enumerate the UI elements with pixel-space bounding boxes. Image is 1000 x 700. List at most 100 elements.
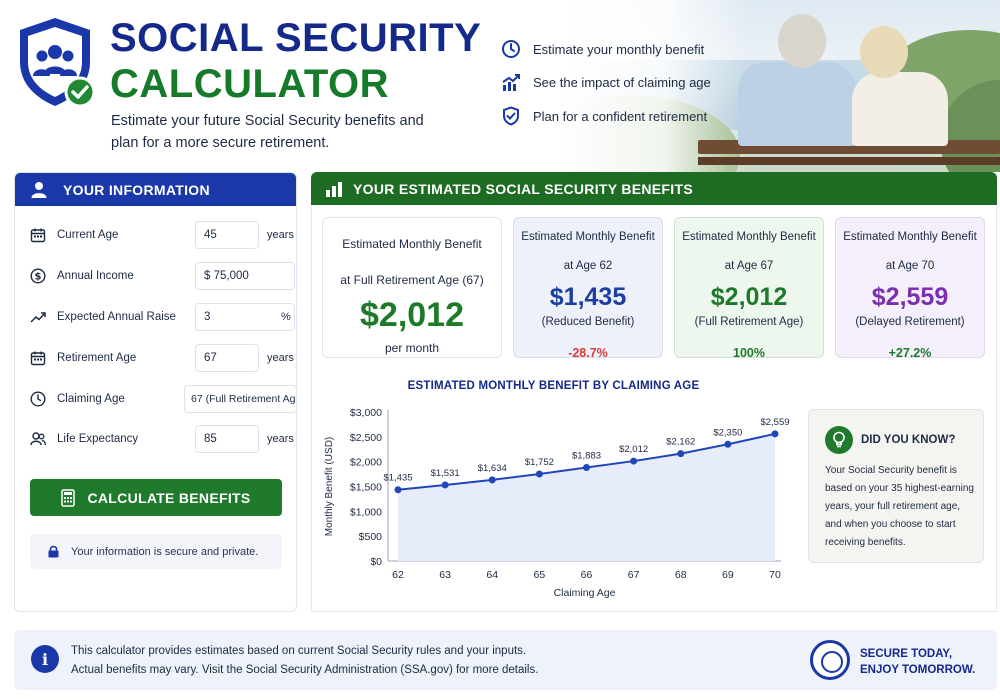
retirement-age-input[interactable]: 67 [195,344,259,372]
field-label: Life Expectancy [57,433,139,445]
y-axis-title: Monthly Benefit (USD) [324,437,335,536]
field-label: Retirement Age [57,352,137,364]
current-age-input[interactable]: 45 [195,221,259,249]
did-you-know-title: DID YOU KNOW? [861,434,956,446]
card-title-line2: at Age 67 [724,260,774,272]
unit-label: years [267,352,294,364]
x-tick-label: 69 [722,569,734,581]
life-expectancy-input[interactable]: 85 [195,425,259,453]
feature-label: Estimate your monthly benefit [533,41,705,57]
benefit-percent: +27.2% [888,346,932,360]
dollar-icon: $ [29,267,47,285]
benefit-card-age-70: Estimated Monthly Benefit at Age 70 $2,5… [835,217,985,360]
data-point [535,470,543,478]
y-tick-label: $1,500 [350,482,382,494]
x-tick-label: 67 [628,569,640,581]
benefit-by-age-chart: ESTIMATED MONTHLY BENEFIT BY CLAIMING AG… [311,368,796,612]
panel-header: YOUR INFORMATION [15,173,296,206]
annual-income-field: $ Annual Income $ 75,000 [29,261,295,291]
did-you-know-card: DID YOU KNOW? Your Social Security benef… [808,409,984,563]
y-tick-label: $1,000 [350,506,382,518]
disclaimer-text: This calculator provides estimates based… [71,642,538,680]
data-label: $2,350 [713,427,742,438]
annual-income-input[interactable]: $ 75,000 [195,262,295,290]
feature-item: Estimate your monthly benefit [500,38,711,60]
card-title-line1: Estimated Monthly Benefit [521,231,655,243]
current-age-field: Current Age 45 years [29,220,295,250]
retirement-age-field: Retirement Age 67 years [29,343,295,373]
calculate-benefits-button[interactable]: CALCULATE BENEFITS [30,479,282,516]
chart-title: ESTIMATED MONTHLY BENEFIT BY CLAIMING AG… [407,380,700,392]
unit-label: years [267,433,294,445]
claiming-age-select[interactable]: 67 (Full Retirement Age) [184,385,296,413]
hero-photo [560,0,1000,172]
trend-chart-icon [500,72,522,94]
series-area [398,433,775,561]
card-title-line2: at Full Retirement Age (67) [340,273,484,287]
x-tick-label: 68 [675,569,687,581]
benefits-panel-title: YOUR ESTIMATED SOCIAL SECURITY BENEFITS [353,180,693,197]
field-label: Expected Annual Raise [57,311,176,323]
card-title-line1: Estimated Monthly Benefit [843,231,977,243]
disclaimer-line2: Actual benefits may vary. Visit the Soci… [71,664,539,676]
life-expectancy-field: Life Expectancy 85 years [29,424,295,454]
field-label: Annual Income [57,270,134,282]
x-tick-label: 62 [392,569,404,581]
unit-label: years [267,229,294,241]
data-point [583,463,590,471]
x-tick-label: 70 [769,569,781,581]
x-tick-label: 64 [486,569,498,581]
calendar-icon [29,349,47,367]
page-title-line1: SOCIAL SECURITY [110,16,482,60]
feature-list: Estimate your monthly benefit See the im… [500,38,711,139]
data-point [677,450,685,458]
security-notice: Your information is secure and private. [30,534,282,569]
feature-label: Plan for a confident retirement [533,108,708,124]
data-point [630,457,638,465]
expected-raise-field: Expected Annual Raise 3 % [29,302,295,332]
benefit-percent: -28.7% [568,346,608,360]
data-label: $1,435 [383,473,412,484]
field-label: Current Age [57,229,119,241]
data-point [724,440,732,448]
data-label: $2,162 [666,437,695,448]
tagline: SECURE TODAY, ENJOY TOMORROW. [860,646,975,678]
data-point [488,476,496,484]
benefit-card-age-67: Estimated Monthly Benefit at Age 67 $2,0… [674,217,824,360]
clock-icon [29,390,47,408]
page-title-line2: CALCULATOR [110,62,390,106]
data-label: $1,883 [572,450,601,461]
tagline-line1: SECURE TODAY, [860,648,953,660]
calculate-label: CALCULATE BENEFITS [87,489,251,506]
bar-chart-icon [325,181,343,197]
tagline-line2: ENJOY TOMORROW. [860,664,976,676]
y-tick-label: $3,000 [350,407,382,419]
data-label: $1,752 [525,457,554,468]
benefit-type: (Full Retirement Age) [694,316,804,328]
calendar-icon [29,226,47,244]
x-axis-title: Claiming Age [554,587,616,599]
info-icon: i [31,645,59,673]
data-point [394,486,402,494]
svg-text:$: $ [35,272,42,283]
y-tick-label: $500 [359,531,383,543]
panel-title: YOUR INFORMATION [63,181,210,198]
people-icon [29,430,47,448]
page-subtitle: Estimate your future Social Security ben… [111,113,424,151]
lock-icon [48,545,59,558]
calculator-icon [61,488,76,507]
benefit-percent: 100% [733,346,765,360]
expected-raise-input[interactable]: 3 [195,303,295,331]
benefit-amount: $1,435 [549,283,627,311]
shield-people-logo-icon [14,14,96,110]
card-title-line2: at Age 70 [885,260,935,272]
shield-check-icon [500,105,522,127]
your-information-panel: YOUR INFORMATION Current Age 45 years $ … [14,172,297,612]
x-tick-label: 63 [439,569,451,581]
benefit-type: (Reduced Benefit) [541,316,635,328]
lightbulb-icon [825,426,853,454]
y-tick-label: $2,500 [350,432,382,444]
main-benefit-amount: $2,012 [360,296,464,334]
benefit-type: (Delayed Retirement) [855,316,965,328]
data-label: $2,012 [619,444,648,455]
